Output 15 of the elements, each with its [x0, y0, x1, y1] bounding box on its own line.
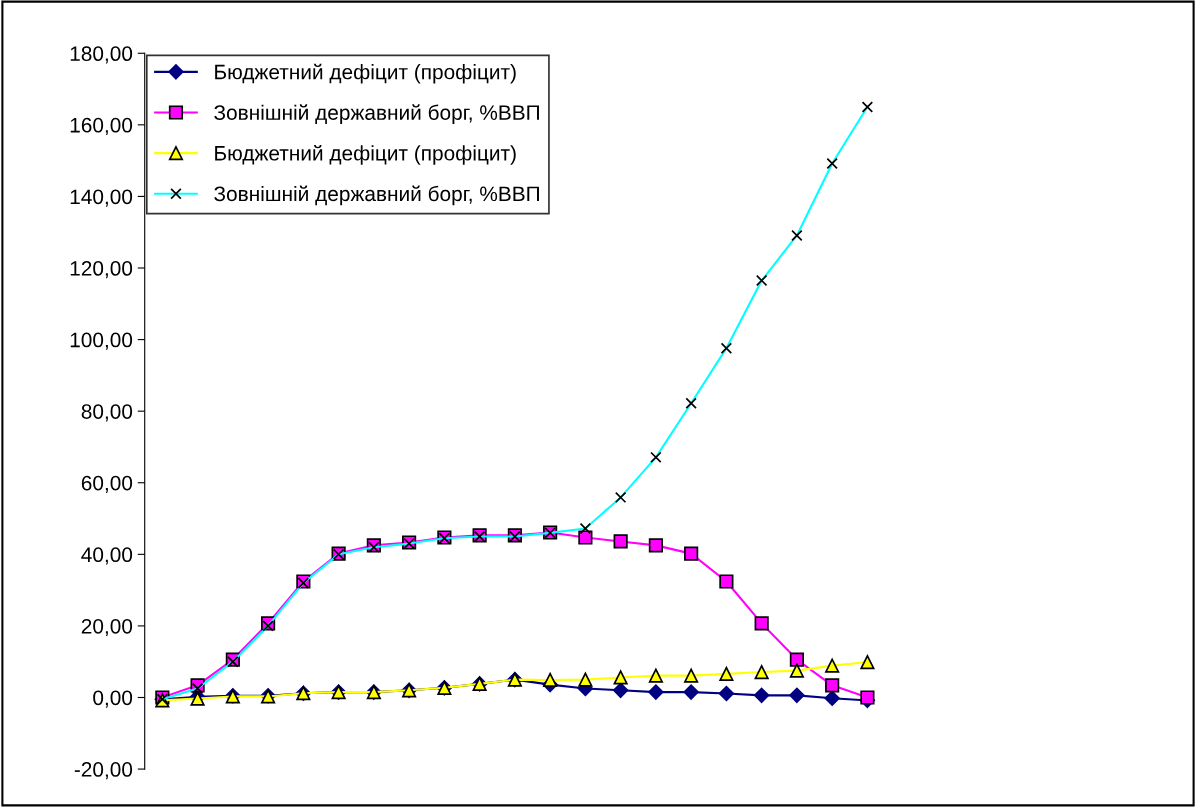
legend-label: Бюджетний дефіцит (профіцит) — [215, 63, 516, 84]
y-tick-label: 140,00 — [70, 189, 133, 207]
y-tick-label: 60,00 — [81, 475, 133, 493]
y-tick-label: 40,00 — [81, 547, 133, 565]
legend-label: Бюджетний дефіцит (профіцит) — [215, 144, 516, 165]
legend-label: Зовнішній державний борг, %ВВП — [214, 104, 539, 125]
y-tick-label: 120,00 — [70, 261, 133, 279]
y-tick-label: 160,00 — [70, 117, 133, 136]
legend-label: Зовнішній державний борг, %ВВП — [214, 185, 539, 206]
y-tick-label: 80,00 — [81, 404, 133, 422]
y-tick-label: 100,00 — [70, 332, 133, 350]
y-tick-label: 180,00 — [70, 46, 133, 64]
y-tick-label: 20,00 — [81, 618, 133, 637]
y-tick-label: 0,00 — [93, 690, 133, 708]
y-tick-label: -20,00 — [74, 762, 133, 780]
